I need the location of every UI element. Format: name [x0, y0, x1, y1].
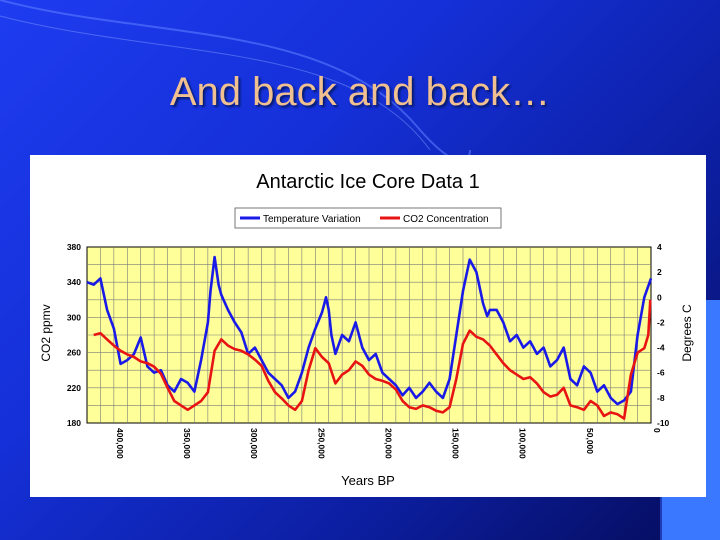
co2-series-line: [93, 299, 652, 420]
x-tick-label: 100,000: [518, 428, 528, 459]
y-left-tick-label: 380: [67, 242, 81, 252]
chart-panel: 380 340 300 260 220 180 4 2 0 -2 -4 -6 -8 -10 400,000 3…: [30, 155, 706, 497]
y-axis-left-label: CO2 ppmv: [39, 304, 53, 361]
chart-svg: 380 340 300 260 220 180 4 2 0 -2 -4 -6 -8 -10 400,000 3…: [39, 171, 694, 488]
y-right-tick-label: -2: [657, 317, 665, 327]
legend-box: [234, 207, 502, 229]
y-right-tick-label: -10: [657, 418, 670, 428]
y-left-tick-label: 180: [67, 418, 81, 428]
legend-co2-label: CO2 Concentration: [403, 214, 489, 225]
y-axis-right-label: Degrees C: [680, 304, 694, 362]
x-axis-label: Years BP: [341, 473, 395, 488]
y-right-tick-label: 4: [657, 242, 662, 252]
slide-title: And back and back…: [169, 70, 551, 114]
x-tick-label: 400,000: [115, 428, 125, 459]
x-tick-label: 50,000: [585, 428, 595, 454]
y-left-tick-label: 340: [67, 277, 81, 287]
x-tick-label: 300,000: [249, 428, 259, 459]
y-left-tick-label: 260: [67, 348, 81, 358]
y-right-tick-label: 2: [657, 267, 662, 277]
y-left-tick-label: 220: [67, 383, 81, 393]
y-right-tick-label: -4: [657, 343, 665, 353]
legend-temperature-label: Temperature Variation: [263, 214, 361, 225]
x-tick-label: 250,000: [316, 428, 326, 459]
chart-title: Antarctic Ice Core Data 1: [256, 171, 479, 193]
y-right-tick-label: -8: [657, 393, 665, 403]
x-tick-label: 350,000: [182, 428, 192, 459]
y-right-tick-label: -6: [657, 368, 665, 378]
y-left-tick-label: 300: [67, 312, 81, 322]
x-tick-label: 0: [652, 428, 662, 433]
legend: Temperature Variation CO2 Concentration: [234, 207, 502, 229]
x-tick-label: 200,000: [383, 428, 393, 459]
y-right-tick-label: 0: [657, 292, 662, 302]
x-tick-label: 150,000: [451, 428, 461, 459]
temperature-series-line: [86, 255, 653, 406]
